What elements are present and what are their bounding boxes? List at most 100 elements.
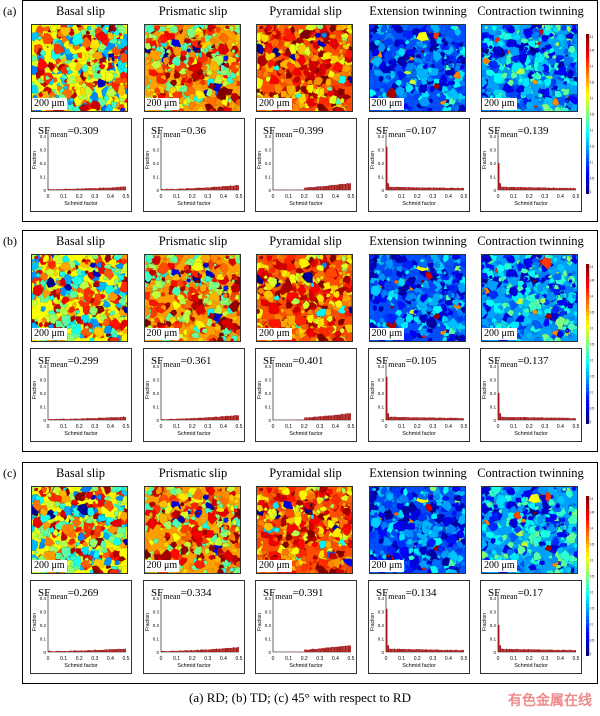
histogram-bar (455, 417, 458, 420)
histogram-bar (229, 185, 231, 190)
histogram-bar (426, 417, 428, 420)
y-axis-label: Fraction (482, 381, 488, 399)
histogram-bar (180, 188, 183, 190)
histogram-bar (333, 647, 336, 652)
histogram-bar (218, 416, 220, 420)
histogram-bar (99, 650, 101, 652)
schmid-factor-histogram: SFmean=0.137 0 0.1 0.2 0.3 0.4 0 0.1 0.2 0.3 0.4 0.… (480, 348, 582, 442)
x-tick-label: 0.4 (557, 194, 564, 200)
histogram-bar (115, 649, 117, 652)
histogram-bar (208, 649, 211, 652)
histogram-bar (460, 187, 462, 190)
histogram-bar (535, 649, 537, 652)
histogram-bar (182, 418, 184, 420)
colorbar-tick: 0.05 (590, 638, 595, 643)
histogram-bar (182, 650, 184, 652)
histogram-bar (48, 650, 50, 652)
histogram-bar (122, 186, 125, 190)
histogram-bar (54, 189, 56, 190)
x-axis-label: Schmid factor (289, 201, 323, 207)
histogram-bar (233, 185, 236, 190)
x-tick-label: 0.1 (398, 194, 405, 200)
histogram-bar (202, 417, 205, 420)
histogram-bar (71, 418, 73, 420)
histogram-bar (541, 649, 544, 652)
schmid-factor-map (256, 486, 353, 574)
histogram-bar (394, 416, 397, 420)
histogram-bar (454, 188, 456, 190)
histogram-bar (101, 188, 103, 190)
histogram-bar (213, 649, 216, 652)
histogram-bar (443, 187, 445, 190)
histogram-bar (172, 650, 175, 652)
x-tick-label: 0.3 (316, 194, 323, 200)
histogram-bar (457, 418, 459, 420)
colorbar-tick: 0.2 (590, 590, 593, 595)
histogram-bar (551, 649, 553, 652)
histogram-bar (188, 418, 191, 420)
histogram-bar (122, 648, 125, 652)
x-tick-label: 0 (384, 424, 387, 430)
histogram-bar (458, 650, 461, 652)
histogram-bar (82, 418, 84, 420)
histogram-bar (418, 187, 420, 190)
colorbar-tick: 0.1 (590, 160, 593, 165)
histogram-bar (552, 417, 555, 420)
histogram-bar (179, 418, 181, 420)
histogram-bar (204, 649, 206, 652)
histogram-bar (501, 648, 503, 652)
column-title: Extension twinning (369, 466, 467, 480)
y-tick-label: 0.2 (377, 623, 384, 628)
histogram-bar (335, 646, 337, 652)
histogram-bar (519, 417, 522, 420)
histogram-bar (101, 649, 103, 652)
column-3: Extension twinning 200 μm SFmean=0.107 0 0.1… (362, 0, 475, 220)
x-tick-label: 0.3 (204, 194, 211, 200)
histogram-bar (233, 647, 236, 652)
histogram-bar (194, 650, 197, 652)
histogram-bar (104, 187, 106, 190)
y-tick-label: 0.1 (490, 405, 497, 410)
histogram-bar (524, 417, 526, 420)
histogram-bar (218, 648, 220, 652)
schmid-factor-map (481, 486, 578, 574)
histogram-bar (333, 185, 336, 190)
x-axis-label: Schmid factor (289, 431, 323, 437)
y-tick-label: 0.1 (152, 405, 159, 410)
histogram-bar (413, 417, 416, 420)
histogram-bar (49, 650, 52, 652)
histogram-bar (526, 649, 528, 652)
histogram-bar (516, 187, 519, 190)
histogram-bar (540, 417, 542, 420)
histogram-bar (568, 649, 570, 652)
histogram-bar (108, 187, 111, 190)
histogram-bar (507, 417, 509, 420)
histogram-bar (461, 649, 464, 652)
x-tick-label: 0.1 (173, 194, 180, 200)
schmid-factor-map (368, 24, 466, 112)
histogram-bar (446, 417, 448, 420)
histogram-bar (557, 649, 559, 652)
histogram-bar (393, 187, 395, 190)
histogram-bar (85, 418, 87, 420)
histogram-bar (324, 647, 326, 652)
histogram-bar (62, 189, 64, 190)
histogram-bar (498, 625, 500, 652)
histogram-bar (341, 183, 344, 190)
histogram-bar (340, 183, 342, 190)
histogram-bar (404, 417, 406, 420)
histogram-bar (440, 187, 442, 190)
colorbar: 0 0.05 0.1 0.15 0.2 0.25 0.3 0.35 0.4 0.45 0.5 (586, 34, 595, 194)
histogram-bar (513, 649, 516, 652)
y-tick-label: 0.3 (490, 610, 497, 615)
histogram-bar (63, 418, 66, 420)
x-tick-label: 0.1 (60, 194, 67, 200)
histogram-bar (68, 650, 70, 652)
histogram-bar (529, 417, 531, 420)
x-tick-label: 0.2 (76, 424, 83, 430)
histogram-bar (438, 187, 441, 190)
histogram-bar (551, 187, 553, 190)
histogram-bar (66, 188, 69, 190)
histogram-bar (76, 650, 78, 652)
x-tick-label: 0.3 (541, 194, 548, 200)
